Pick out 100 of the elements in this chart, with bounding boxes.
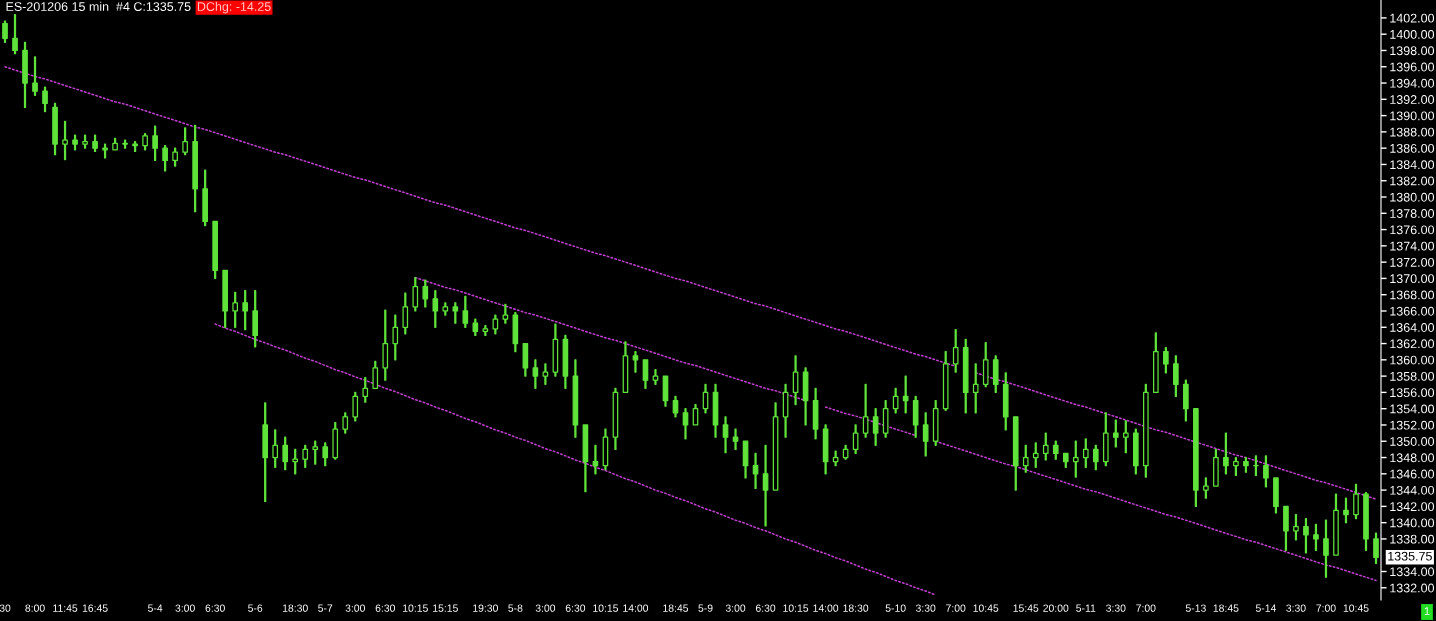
y-tick-label: 1344.00 xyxy=(1390,485,1435,495)
candlestick xyxy=(692,403,699,426)
candlestick xyxy=(1092,444,1099,471)
x-tick-label: 16:45 xyxy=(82,604,108,612)
x-tick-label: 3:00 xyxy=(535,604,556,612)
candlestick xyxy=(542,363,549,385)
candlestick xyxy=(1243,456,1249,473)
candlestick xyxy=(1233,456,1239,477)
x-tick-label: 7:00 xyxy=(946,604,966,612)
candlestick xyxy=(52,102,58,156)
y-tick-label: 1382.00 xyxy=(1390,176,1435,186)
candlestick xyxy=(132,141,138,153)
candlestick xyxy=(82,134,88,149)
x-tick-label: 6:30 xyxy=(205,604,225,612)
candlestick xyxy=(2,20,8,43)
candlestick xyxy=(362,377,369,403)
y-tick-label: 1400.00 xyxy=(1390,29,1435,39)
candlestick xyxy=(162,145,168,172)
x-tick-label: 5-6 xyxy=(248,604,263,612)
x-tick-label: 6:30 xyxy=(375,604,396,612)
text: 1 xyxy=(1424,607,1430,615)
candlestick xyxy=(622,341,629,394)
candlestick xyxy=(1283,505,1289,551)
candlestick xyxy=(272,429,279,468)
y-tick-label: 1338.00 xyxy=(1390,534,1435,544)
x-tick-label: 7:00 xyxy=(1136,604,1156,612)
candlestick xyxy=(222,269,228,328)
candlestick xyxy=(182,127,188,156)
x-tick-label: 7:00 xyxy=(1316,604,1336,612)
candlestick xyxy=(582,424,589,493)
candlestick xyxy=(422,279,429,308)
candlestick xyxy=(102,143,108,159)
candlestick xyxy=(942,351,949,411)
y-tick-label: 1366.00 xyxy=(1390,306,1435,316)
candlestick xyxy=(202,169,208,227)
x-tick-label: 5-9 xyxy=(698,604,713,612)
y-tick-label: 1358.00 xyxy=(1390,371,1435,381)
candlestick xyxy=(982,342,989,388)
line-series xyxy=(214,323,937,596)
candlestick xyxy=(1273,477,1279,514)
x-tick-label: 6:30 xyxy=(565,604,586,612)
candlestick xyxy=(1062,452,1069,468)
x-tick-label: 10:45 xyxy=(973,604,999,612)
x-tick-label: 3:30 xyxy=(1106,604,1126,612)
x-tick-label: 5-11 xyxy=(1076,604,1096,612)
candlestick xyxy=(342,412,349,434)
candlestick xyxy=(1193,408,1199,508)
y-tick-label: 1348.00 xyxy=(1390,453,1435,463)
x-tick-label: 19:30 xyxy=(473,604,498,612)
candlestick xyxy=(552,323,559,377)
x-tick-label: 5-14 xyxy=(1255,604,1277,612)
x-tick-label: 11:45 xyxy=(53,604,78,612)
y-tick-label: 1354.00 xyxy=(1390,404,1435,414)
x-tick-label: 30 xyxy=(0,604,11,612)
candlestick xyxy=(1032,442,1039,468)
candlestick xyxy=(742,440,749,479)
candlestick xyxy=(732,428,739,451)
candlestick xyxy=(912,395,919,438)
y-tick-label: 1360.00 xyxy=(1390,355,1435,365)
y-tick-label: 1374.00 xyxy=(1390,241,1435,251)
candlestick xyxy=(352,391,359,422)
candlestick xyxy=(1223,432,1229,475)
y-tick-label: 1356.00 xyxy=(1390,388,1435,398)
candlestick xyxy=(112,137,118,151)
y-tick-label: 1398.00 xyxy=(1390,46,1435,56)
candlestick xyxy=(662,375,669,407)
candlestick xyxy=(1293,513,1299,541)
candlestick xyxy=(282,436,289,471)
y-tick-label: 1362.00 xyxy=(1390,339,1435,349)
y-tick-label: 1364.00 xyxy=(1390,323,1435,332)
candlestick xyxy=(922,412,929,457)
candlestick xyxy=(402,292,409,335)
candlestick xyxy=(892,387,899,414)
candlestick xyxy=(242,290,249,331)
x-tick-label: 18:30 xyxy=(282,604,308,612)
y-tick-label: 1392.00 xyxy=(1390,95,1435,104)
y-tick-label: 1346.00 xyxy=(1390,469,1435,479)
candlestick xyxy=(1253,455,1259,477)
candlestick xyxy=(532,359,539,389)
x-tick-label: 5-7 xyxy=(318,604,333,612)
candlestick xyxy=(482,325,489,337)
candlestick xyxy=(1072,440,1079,478)
x-tick-label: 6:30 xyxy=(755,604,776,612)
candlestick xyxy=(1102,412,1109,467)
y-tick-label: 1402.00 xyxy=(1390,13,1435,23)
candlestick xyxy=(372,360,379,389)
candlestick xyxy=(772,402,779,491)
y-tick-label: 1334.00 xyxy=(1390,567,1435,577)
candlestick xyxy=(12,14,18,55)
candlestick xyxy=(832,450,839,467)
candlestick xyxy=(672,395,679,418)
candlestick xyxy=(972,363,979,414)
candlestick xyxy=(812,387,819,440)
x-tick-label: 10:15 xyxy=(403,604,428,612)
candlestick xyxy=(802,367,809,426)
candlestick xyxy=(392,314,399,361)
candlestick xyxy=(852,424,859,455)
x-tick-label: 15:45 xyxy=(1013,604,1039,612)
candlestick xyxy=(72,134,78,151)
candlestick xyxy=(932,399,939,446)
